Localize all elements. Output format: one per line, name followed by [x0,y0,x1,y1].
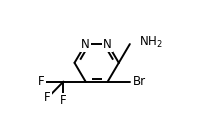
Text: F: F [44,91,51,104]
Text: Br: Br [133,75,146,88]
Text: N: N [81,38,90,51]
Text: F: F [60,94,67,107]
Text: NH$_2$: NH$_2$ [139,35,162,50]
Text: F: F [38,75,45,88]
Text: N: N [103,38,112,51]
